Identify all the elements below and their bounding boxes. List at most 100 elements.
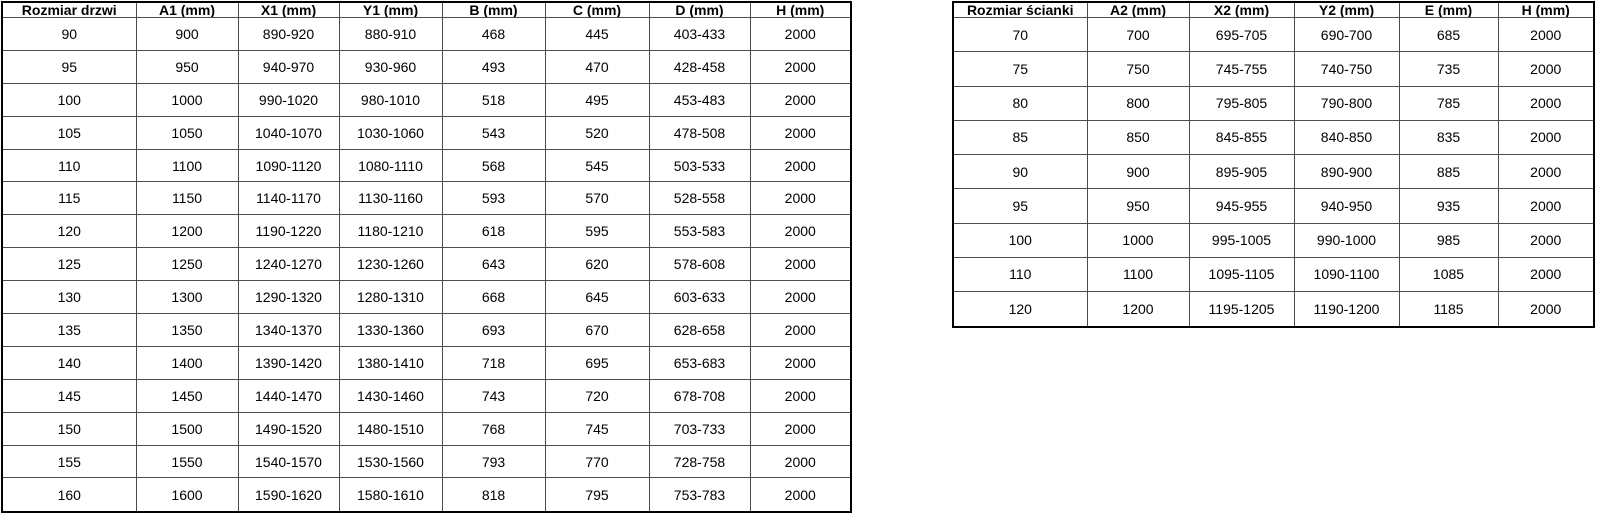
table-cell: 1240-1270: [237, 247, 340, 282]
table-cell: 100: [1, 82, 137, 117]
table-cell: 140: [1, 345, 137, 380]
door-size-table: Rozmiar drzwi A1 (mm) X1 (mm) Y1 (mm) B (mm)…: [1, 1, 852, 513]
table-cell: 1195-1205: [1188, 291, 1295, 328]
table-cell: 945-955: [1188, 188, 1295, 224]
table-cell: 1350: [135, 313, 239, 347]
table-cell: 520: [544, 115, 650, 150]
table-row: 95 950 945-955 940-950 935 2000: [952, 188, 1595, 224]
table-cell: 110: [1, 148, 137, 183]
table-cell: 785: [1398, 85, 1499, 121]
table-cell: 745: [544, 411, 650, 446]
table-cell: 995-1005: [1188, 222, 1295, 258]
table-cell: 653-683: [648, 345, 751, 380]
table-cell: 840-850: [1293, 119, 1400, 156]
table-cell: 1050: [135, 115, 239, 150]
table-cell: 1440-1470: [237, 378, 340, 413]
table-cell: 753-783: [648, 477, 751, 513]
column-header: Y1 (mm): [338, 1, 443, 18]
table-cell: 1090-1120: [237, 148, 340, 183]
column-header: A1 (mm): [135, 1, 239, 18]
table-cell: 75: [952, 51, 1088, 87]
table-cell: 743: [441, 378, 546, 413]
table-cell: 1080-1110: [338, 148, 443, 183]
table-cell: 160: [1, 477, 137, 513]
table-cell: 1200: [135, 214, 239, 249]
table-cell: 503-533: [648, 148, 751, 183]
table-cell: 493: [441, 49, 546, 84]
table-cell: 105: [1, 115, 137, 150]
column-header: B (mm): [441, 1, 546, 18]
table-cell: 1430-1460: [338, 378, 443, 413]
table-cell: 718: [441, 345, 546, 380]
table-cell: 518: [441, 82, 546, 117]
table-cell: 545: [544, 148, 650, 183]
table-row: 120 1200 1195-1205 1190-1200 1185 2000: [952, 291, 1595, 328]
table-cell: 120: [952, 291, 1088, 328]
table-cell: 1100: [1086, 256, 1190, 293]
table-cell: 770: [544, 444, 650, 479]
column-header: Rozmiar ścianki: [952, 1, 1088, 18]
table-cell: 850: [1086, 119, 1190, 156]
table-cell: 2000: [749, 444, 852, 479]
table-cell: 2000: [749, 82, 852, 117]
table-cell: 835: [1398, 119, 1499, 156]
header-row: Rozmiar ścianki A2 (mm) X2 (mm) Y2 (mm) E (m…: [952, 1, 1595, 18]
table-cell: 2000: [749, 49, 852, 84]
table-row: 105 1050 1040-1070 1030-1060 543 520 478-508 20…: [1, 115, 852, 150]
table-row: 115 1150 1140-1170 1130-1160 593 570 528-558 20…: [1, 181, 852, 216]
table-cell: 2000: [749, 115, 852, 150]
table-row: 130 1300 1290-1320 1280-1310 668 645 603-633 20…: [1, 280, 852, 315]
table-cell: 695: [544, 345, 650, 380]
table-cell: 1600: [135, 477, 239, 513]
table-cell: 703-733: [648, 411, 751, 446]
table-cell: 1290-1320: [237, 280, 340, 315]
table-cell: 628-658: [648, 313, 751, 347]
table-cell: 1590-1620: [237, 477, 340, 513]
table-cell: 885: [1398, 153, 1499, 190]
table-cell: 990-1020: [237, 82, 340, 117]
column-header: E (mm): [1398, 1, 1499, 18]
table-row: 155 1550 1540-1570 1530-1560 793 770 728-758 20…: [1, 444, 852, 479]
table-cell: 643: [441, 247, 546, 282]
table-cell: 768: [441, 411, 546, 446]
table-cell: 90: [1, 17, 137, 51]
table-cell: 2000: [749, 148, 852, 183]
table-cell: 478-508: [648, 115, 751, 150]
table-cell: 1180-1210: [338, 214, 443, 249]
table-row: 110 1100 1090-1120 1080-1110 568 545 503-533 20…: [1, 148, 852, 183]
table-cell: 1280-1310: [338, 280, 443, 315]
table-cell: 1490-1520: [237, 411, 340, 446]
table-cell: 800: [1086, 85, 1190, 121]
table-cell: 670: [544, 313, 650, 347]
table-cell: 720: [544, 378, 650, 413]
table-row: 140 1400 1390-1420 1380-1410 718 695 653-683 20…: [1, 345, 852, 380]
table-cell: 645: [544, 280, 650, 315]
table-cell: 1130-1160: [338, 181, 443, 216]
table-cell: 595: [544, 214, 650, 249]
table-cell: 468: [441, 17, 546, 51]
column-header: Y2 (mm): [1293, 1, 1400, 18]
table-cell: 2000: [749, 181, 852, 216]
table-cell: 95: [1, 49, 137, 84]
table-cell: 470: [544, 49, 650, 84]
table-cell: 453-483: [648, 82, 751, 117]
table-cell: 543: [441, 115, 546, 150]
table-cell: 700: [1086, 16, 1190, 53]
table-cell: 2000: [749, 214, 852, 249]
table-row: 85 850 845-855 840-850 835 2000: [952, 119, 1595, 156]
table-cell: 793: [441, 444, 546, 479]
table-cell: 695-705: [1188, 16, 1295, 53]
table-cell: 2000: [1497, 222, 1595, 258]
table-cell: 880-910: [338, 17, 443, 51]
table-cell: 1150: [135, 181, 239, 216]
table-cell: 1530-1560: [338, 444, 443, 479]
table-cell: 685: [1398, 16, 1499, 53]
table-cell: 845-855: [1188, 119, 1295, 156]
table-cell: 690-700: [1293, 16, 1400, 53]
table-cell: 1100: [135, 148, 239, 183]
column-header: H (mm): [1497, 1, 1595, 18]
table-cell: 115: [1, 181, 137, 216]
table-cell: 528-558: [648, 181, 751, 216]
table-cell: 1200: [1086, 291, 1190, 328]
